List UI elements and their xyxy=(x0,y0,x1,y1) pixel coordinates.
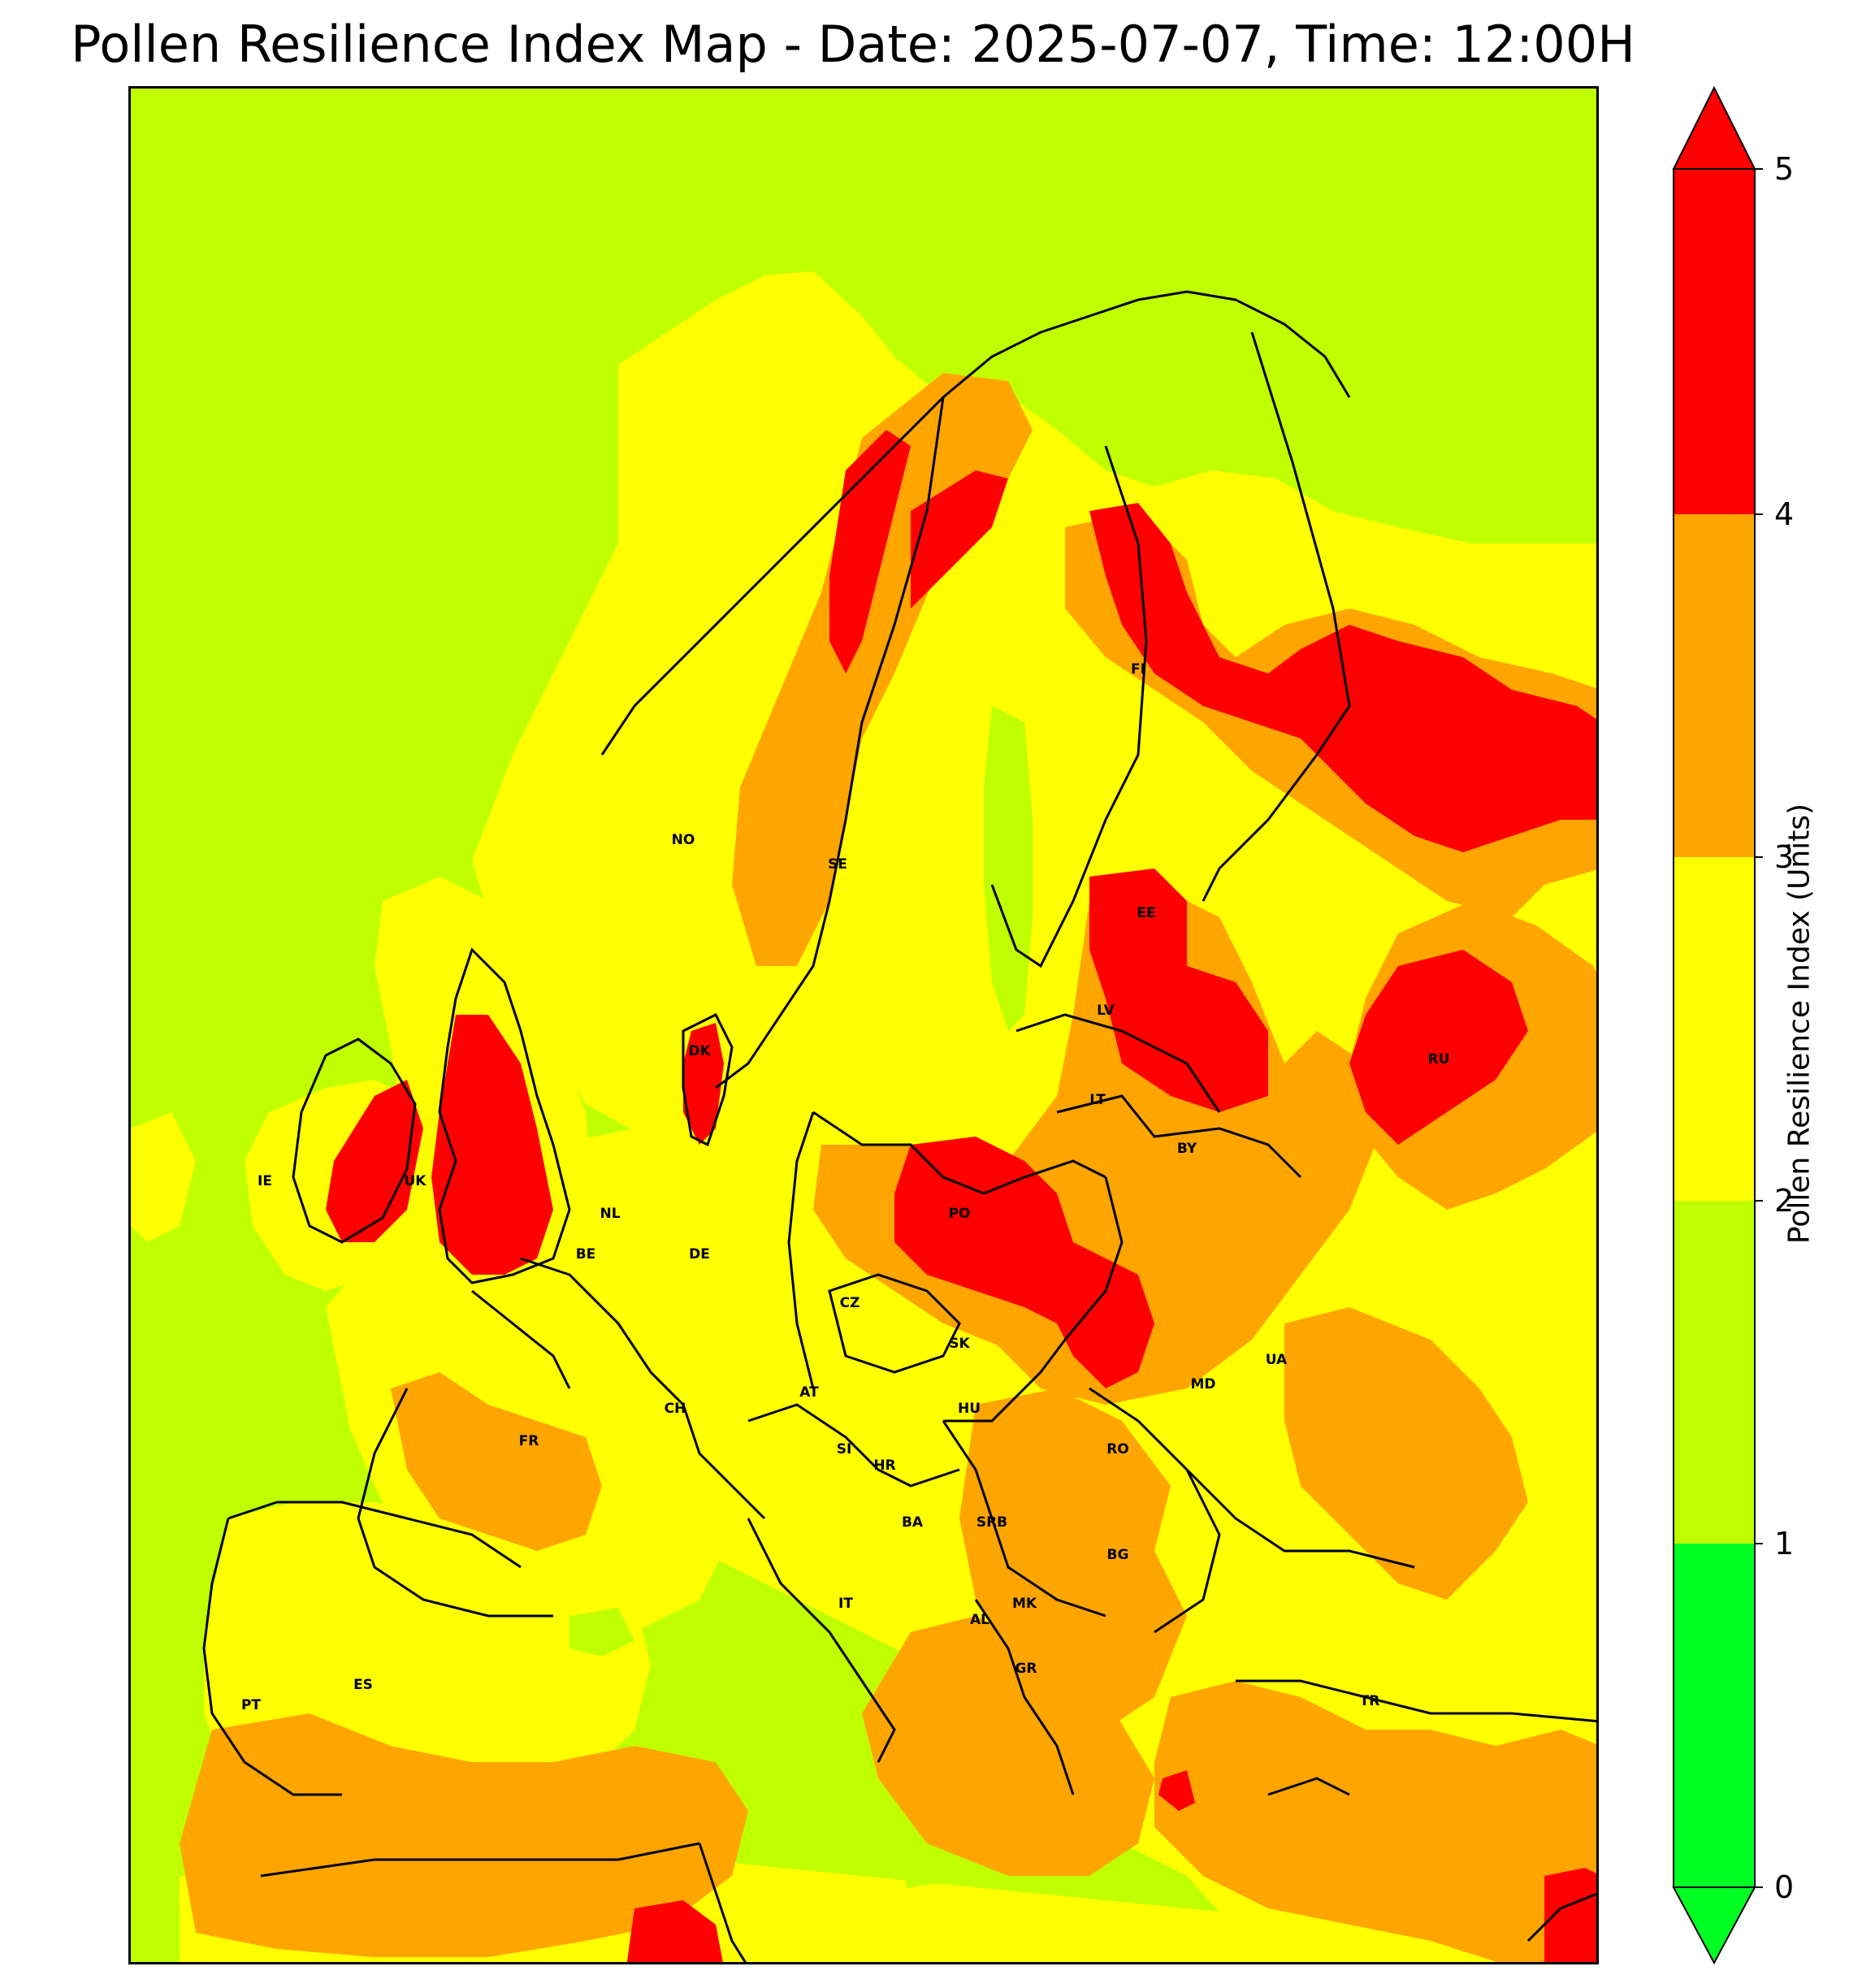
country-label-si: SI xyxy=(837,1441,852,1457)
colorbar-frame xyxy=(1673,168,1756,1888)
colorbar-tick-1: 1 xyxy=(1774,1526,1795,1561)
map-panel[interactable]: NO SE FI EE LV LT RU BY DK IE UK NL BE DE PO CZ SK UA MD AT… xyxy=(128,86,1599,1964)
index-4-5-region xyxy=(326,430,1596,1962)
colorbar-extend-max xyxy=(1672,85,1756,170)
country-label-srb: SRB xyxy=(976,1514,1007,1531)
country-label-tr: TR xyxy=(1360,1693,1380,1709)
country-label-al: AL xyxy=(970,1612,989,1628)
country-label-dk: DK xyxy=(688,1043,711,1059)
country-borders xyxy=(202,290,1596,1962)
index-1-2-patches xyxy=(569,397,1596,1888)
country-label-be: BE xyxy=(576,1246,596,1263)
country-label-bg: BG xyxy=(1107,1547,1129,1563)
country-label-uk: UK xyxy=(405,1173,427,1189)
country-label-se: SE xyxy=(828,856,847,873)
country-label-it: IT xyxy=(838,1596,853,1612)
colorbar-tick-4: 4 xyxy=(1774,496,1795,532)
country-label-pt: PT xyxy=(241,1697,261,1713)
country-label-es: ES xyxy=(353,1677,373,1693)
country-label-ch: CH xyxy=(665,1401,686,1417)
country-labels: NO SE FI EE LV LT RU BY DK IE UK NL BE DE PO CZ SK UA MD AT… xyxy=(241,661,1449,1713)
colorbar-bin-1-2 xyxy=(1674,1201,1755,1544)
country-label-po: PO xyxy=(949,1206,971,1222)
colorbar-tick-5: 5 xyxy=(1774,151,1795,187)
country-label-sk: SK xyxy=(949,1336,970,1352)
country-label-fr: FR xyxy=(519,1433,539,1449)
colorbar-tick-0: 0 xyxy=(1774,1869,1795,1905)
country-label-lt: LT xyxy=(1089,1092,1106,1108)
colorbar-tick-3: 3 xyxy=(1774,839,1795,875)
country-label-lv: LV xyxy=(1097,1003,1115,1019)
colorbar-bin-0-1 xyxy=(1674,1544,1755,1887)
country-label-ua: UA xyxy=(1266,1352,1288,1368)
country-label-nl: NL xyxy=(600,1206,620,1222)
country-label-ba: BA xyxy=(902,1514,924,1531)
country-label-hr: HR xyxy=(873,1457,895,1474)
country-label-ru: RU xyxy=(1428,1051,1450,1068)
country-label-hu: HU xyxy=(958,1401,981,1417)
country-label-no: NO xyxy=(672,832,695,848)
country-label-ro: RO xyxy=(1106,1441,1129,1457)
colorbar xyxy=(1672,85,1763,1965)
country-label-cz: CZ xyxy=(840,1295,860,1311)
country-label-md: MD xyxy=(1190,1376,1215,1392)
colorbar-bin-2-3 xyxy=(1674,857,1755,1201)
country-label-mk: MK xyxy=(1012,1596,1037,1612)
country-label-ie: IE xyxy=(258,1173,272,1189)
colorbar-label: Pollen Resilience Index (Units) xyxy=(1782,803,1817,1245)
country-label-by: BY xyxy=(1177,1141,1197,1157)
country-label-gr: GR xyxy=(1015,1661,1037,1677)
colorbar-extend-min xyxy=(1672,1886,1756,1965)
country-label-de: DE xyxy=(689,1246,710,1263)
country-label-ee: EE xyxy=(1137,905,1155,921)
colorbar-tick-2: 2 xyxy=(1774,1183,1795,1219)
country-label-fi: FI xyxy=(1131,661,1145,678)
page-title: Pollen Resilience Index Map - Date: 2025… xyxy=(71,15,1635,74)
country-label-at: AT xyxy=(799,1384,819,1401)
colorbar-bin-3-4 xyxy=(1674,514,1755,857)
colorbar-bin-4-5 xyxy=(1674,169,1755,514)
